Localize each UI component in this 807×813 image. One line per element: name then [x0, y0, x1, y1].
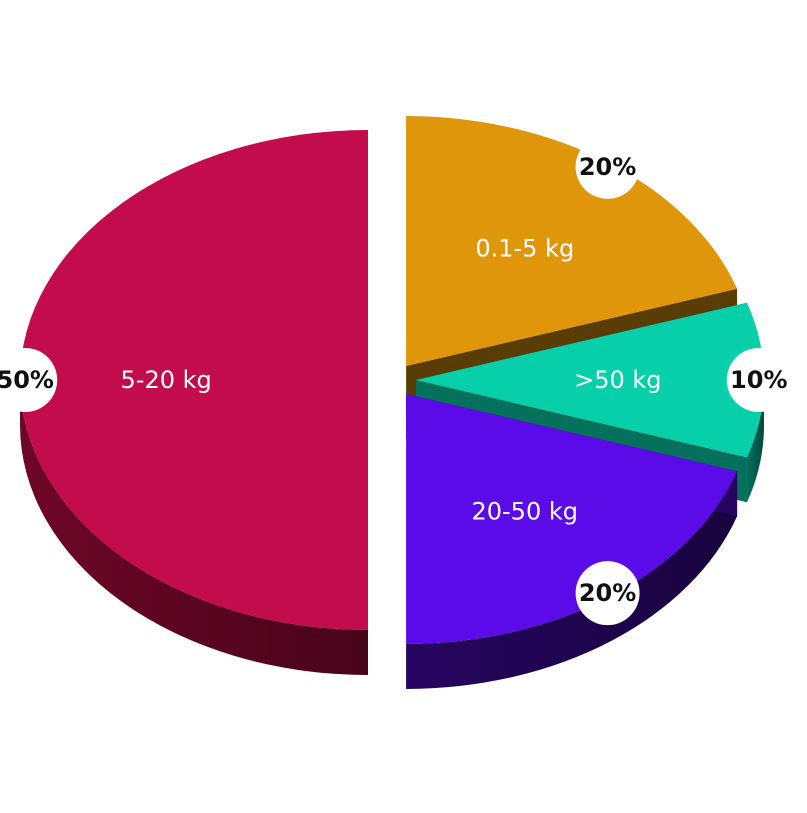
- slice-side-shade-gt-50-kg: [746, 380, 764, 503]
- slice-label-0-1-5-kg: 0.1-5 kg: [475, 235, 574, 263]
- slice-label-20-50-kg: 20-50 kg: [471, 497, 578, 525]
- value-label-0-1-5-kg: 20%: [579, 153, 636, 181]
- slice-20-50-kg: [406, 393, 738, 644]
- value-badge-5-20-kg: [0, 348, 58, 412]
- slice-0-1-5-kg: [406, 116, 738, 367]
- value-badges-layer: 20% 10% 20% 50%: [0, 134, 791, 626]
- slice-tops-layer: 0.1-5 kg >50 kg 20-50 kg 5-20 kg: [20, 116, 764, 644]
- value-label-5-20-kg: 50%: [0, 366, 54, 394]
- value-label-20-50-kg: 20%: [579, 579, 636, 607]
- slice-label-gt-50-kg: >50 kg: [574, 366, 661, 394]
- value-label-gt-50-kg: 10%: [730, 366, 787, 394]
- value-badge-0-1-5-kg: [575, 134, 640, 199]
- slice-label-5-20-kg: 5-20 kg: [121, 366, 212, 394]
- value-badge-20-50-kg: [575, 561, 640, 626]
- slice-side-shade-20-50-kg: [406, 471, 738, 689]
- slice-gt-50-kg: [416, 302, 764, 458]
- slice-side-shade-5-20-kg: [20, 380, 368, 675]
- slice-5-20-kg: [20, 130, 368, 630]
- value-badge-gt-50-kg: [726, 348, 791, 412]
